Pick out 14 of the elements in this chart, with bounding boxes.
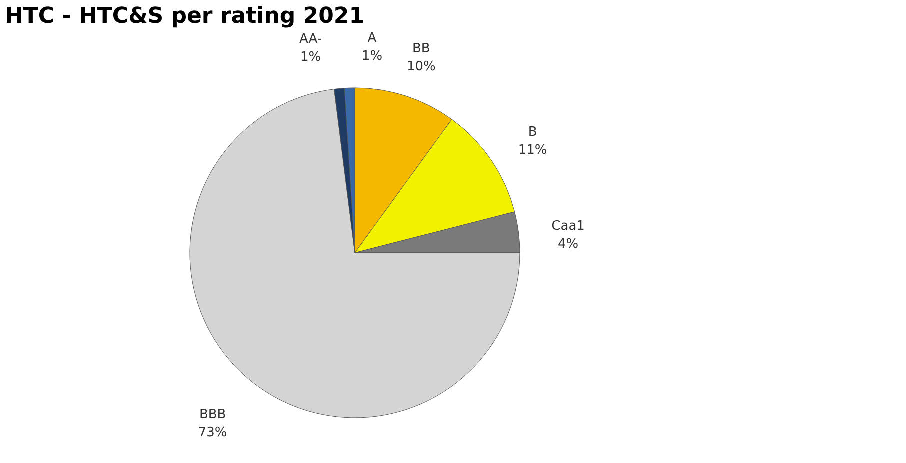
slice-label: AA- [299, 32, 322, 47]
slice-label: BBB [199, 407, 226, 422]
slice-label: A [368, 31, 377, 46]
data-label: 10% [406, 60, 436, 75]
pie-slice [190, 89, 520, 418]
chart-title: HTC - HTC&S per rating 2021 [5, 4, 364, 30]
data-label: 1% [362, 49, 383, 64]
data-label: 4% [558, 237, 579, 252]
slice-label: BB [412, 42, 430, 57]
data-label: 1% [300, 50, 322, 65]
data-label: 11% [518, 143, 548, 158]
slice-label: Caa1 [552, 219, 585, 234]
data-label: 73% [198, 425, 228, 440]
slice-label: B [528, 125, 538, 140]
